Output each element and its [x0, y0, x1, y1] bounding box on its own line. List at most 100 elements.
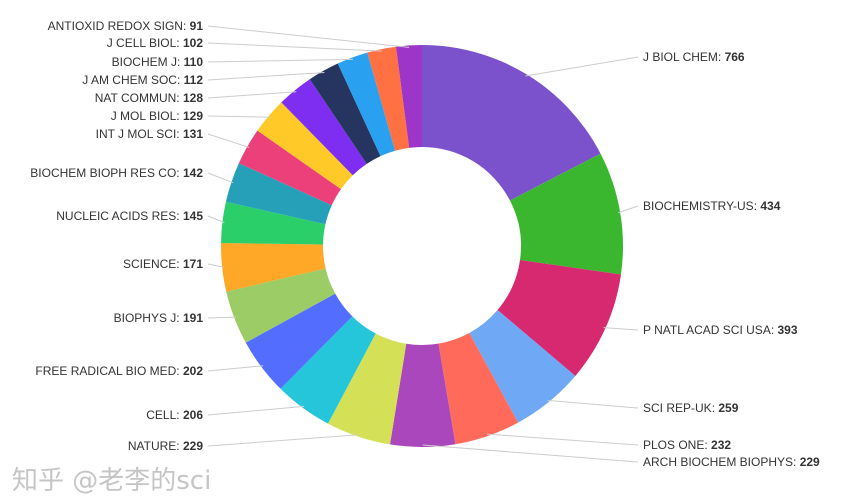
slice-label-18: J CELL BIOL: 102: [107, 36, 204, 50]
slice-name: P NATL ACAD SCI USA: [643, 323, 771, 337]
slice-value: 202: [183, 364, 203, 378]
slice-1[interactable]: [509, 153, 624, 275]
leader-line-15: [207, 91, 297, 99]
slice-value: 129: [183, 109, 203, 123]
slice-name: FREE RADICAL BIO MED: [35, 364, 176, 378]
leader-line-13: [207, 133, 250, 148]
slice-name: NATURE: [128, 439, 176, 453]
slice-17[interactable]: [337, 52, 396, 157]
slice-name: PLOS ONE: [643, 438, 704, 452]
slice-8[interactable]: [245, 293, 353, 389]
slice-15[interactable]: [281, 79, 367, 176]
slice-value: 128: [183, 91, 203, 105]
slice-11[interactable]: [221, 201, 326, 245]
slice-label-8: FREE RADICAL BIO MED: 202: [35, 364, 203, 378]
leader-line-11: [207, 215, 225, 223]
slice-name: SCI REP-UK: [643, 401, 712, 415]
slice-3[interactable]: [469, 310, 576, 423]
slice-label-19: ANTIOXID REDOX SIGN: 91: [48, 19, 204, 33]
slice-name: BIOCHEMISTRY-US: [643, 199, 754, 213]
leader-line-0: [525, 56, 639, 77]
slice-value: 229: [800, 455, 820, 469]
slice-4[interactable]: [438, 332, 519, 445]
slice-name: BIOCHEM BIOPH RES CO: [30, 166, 176, 180]
slice-value: 206: [183, 408, 203, 422]
slice-value: 434: [760, 199, 780, 213]
slice-value: 91: [190, 19, 204, 33]
leader-line-1: [618, 205, 639, 214]
slice-5[interactable]: [390, 343, 456, 447]
slice-value: 232: [711, 438, 731, 452]
slice-name: J BIOL CHEM: [643, 50, 718, 64]
slice-name: BIOCHEM J: [112, 55, 177, 69]
slice-value: 142: [183, 166, 203, 180]
leader-line-8: [207, 365, 264, 372]
slice-label-15: NAT COMMUN: 128: [95, 91, 204, 105]
slice-label-16: J AM CHEM SOC: 112: [82, 73, 203, 87]
slice-name: CELL: [146, 408, 176, 422]
slice-2[interactable]: [497, 260, 621, 376]
leader-line-10: [207, 263, 225, 268]
slice-name: J CELL BIOL: [107, 36, 177, 50]
leader-line-9: [207, 316, 237, 319]
slice-name: J MOL BIOL: [111, 109, 177, 123]
leader-line-14: [207, 115, 271, 118]
slice-value: 110: [184, 55, 204, 69]
slice-6[interactable]: [327, 333, 407, 445]
slice-14[interactable]: [257, 102, 353, 190]
slice-label-14: J MOL BIOL: 129: [111, 109, 204, 123]
slice-value: 171: [183, 257, 203, 271]
slice-label-4: PLOS ONE: 232: [643, 438, 731, 452]
slice-13[interactable]: [238, 130, 341, 206]
slice-16[interactable]: [309, 63, 381, 164]
slice-label-2: P NATL ACAD SCI USA: 393: [643, 323, 798, 337]
slice-label-13: INT J MOL SCI: 131: [96, 127, 204, 141]
slice-label-5: ARCH BIOCHEM BIOPHYS: 229: [643, 455, 820, 469]
slice-label-6: NATURE: 229: [128, 439, 203, 453]
slice-7[interactable]: [280, 316, 376, 424]
slice-10[interactable]: [221, 242, 326, 292]
slice-name: ANTIOXID REDOX SIGN: [48, 19, 183, 33]
slice-0[interactable]: [422, 45, 601, 201]
slice-value: 229: [183, 439, 203, 453]
slice-label-0: J BIOL CHEM: 766: [643, 50, 745, 64]
leader-line-2: [603, 327, 639, 331]
leader-line-3: [547, 399, 639, 409]
slice-value: 191: [183, 311, 203, 325]
slice-19[interactable]: [395, 45, 422, 148]
watermark: 知乎 @老李的sci: [12, 466, 212, 496]
slice-name: NAT COMMUN: [95, 91, 177, 105]
slice-name: INT J MOL SCI: [96, 127, 177, 141]
slice-value: 112: [184, 73, 204, 87]
slice-value: 145: [183, 209, 203, 223]
slice-label-1: BIOCHEMISTRY-US: 434: [643, 199, 781, 213]
leader-line-7: [207, 405, 305, 416]
slice-9[interactable]: [226, 268, 336, 343]
slice-label-11: NUCLEIC ACIDS RES: 145: [56, 209, 203, 223]
slice-label-3: SCI REP-UK: 259: [643, 401, 739, 415]
slice-label-7: CELL: 206: [146, 408, 203, 422]
slice-value: 766: [725, 50, 745, 64]
slice-name: NUCLEIC ACIDS RES: [56, 209, 176, 223]
slice-12[interactable]: [225, 163, 332, 225]
leader-line-18: [207, 42, 382, 52]
slice-name: ARCH BIOCHEM BIOPHYS: [643, 455, 793, 469]
slice-name: BIOPHYS J: [114, 311, 177, 325]
slice-label-9: BIOPHYS J: 191: [114, 311, 204, 325]
leader-line-12: [207, 172, 234, 184]
leader-line-16: [207, 72, 325, 81]
leader-line-4: [486, 433, 639, 446]
slice-name: J AM CHEM SOC: [82, 73, 177, 87]
slice-value: 393: [778, 323, 798, 337]
slice-value: 102: [183, 36, 203, 50]
slice-label-10: SCIENCE: 171: [123, 257, 203, 271]
slice-label-17: BIOCHEM J: 110: [112, 55, 204, 69]
slice-value: 259: [718, 401, 738, 415]
slice-name: SCIENCE: [123, 257, 176, 271]
leader-line-5: [422, 444, 639, 463]
slice-value: 131: [183, 127, 203, 141]
slice-18[interactable]: [367, 46, 410, 151]
leader-line-6: [207, 434, 359, 447]
